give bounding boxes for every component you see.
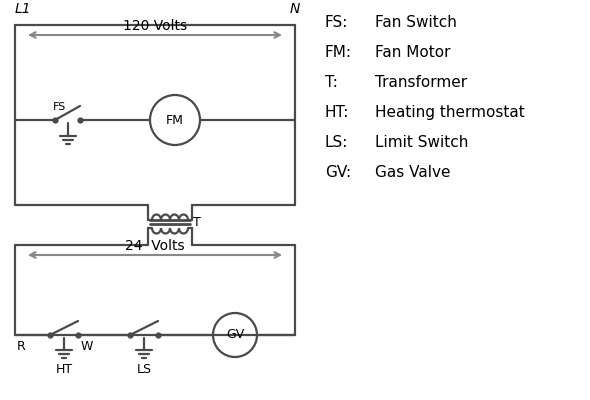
Text: FM: FM (166, 114, 184, 126)
Text: LS:: LS: (325, 135, 348, 150)
Text: GV:: GV: (325, 165, 351, 180)
Text: T:: T: (325, 75, 338, 90)
Text: L1: L1 (15, 2, 32, 16)
Text: FM:: FM: (325, 45, 352, 60)
Text: 120 Volts: 120 Volts (123, 19, 187, 33)
Text: Fan Motor: Fan Motor (375, 45, 451, 60)
Text: Fan Switch: Fan Switch (375, 15, 457, 30)
Text: T: T (193, 216, 201, 228)
Text: LS: LS (136, 363, 152, 376)
Text: HT:: HT: (325, 105, 349, 120)
Text: Transformer: Transformer (375, 75, 467, 90)
Text: FS: FS (53, 102, 66, 112)
Text: FS:: FS: (325, 15, 348, 30)
Text: Gas Valve: Gas Valve (375, 165, 451, 180)
Text: Limit Switch: Limit Switch (375, 135, 468, 150)
Text: N: N (290, 2, 300, 16)
Text: W: W (81, 340, 93, 353)
Text: 24  Volts: 24 Volts (125, 239, 185, 253)
Text: R: R (17, 340, 26, 353)
Text: Heating thermostat: Heating thermostat (375, 105, 525, 120)
Text: GV: GV (226, 328, 244, 342)
Text: HT: HT (55, 363, 73, 376)
